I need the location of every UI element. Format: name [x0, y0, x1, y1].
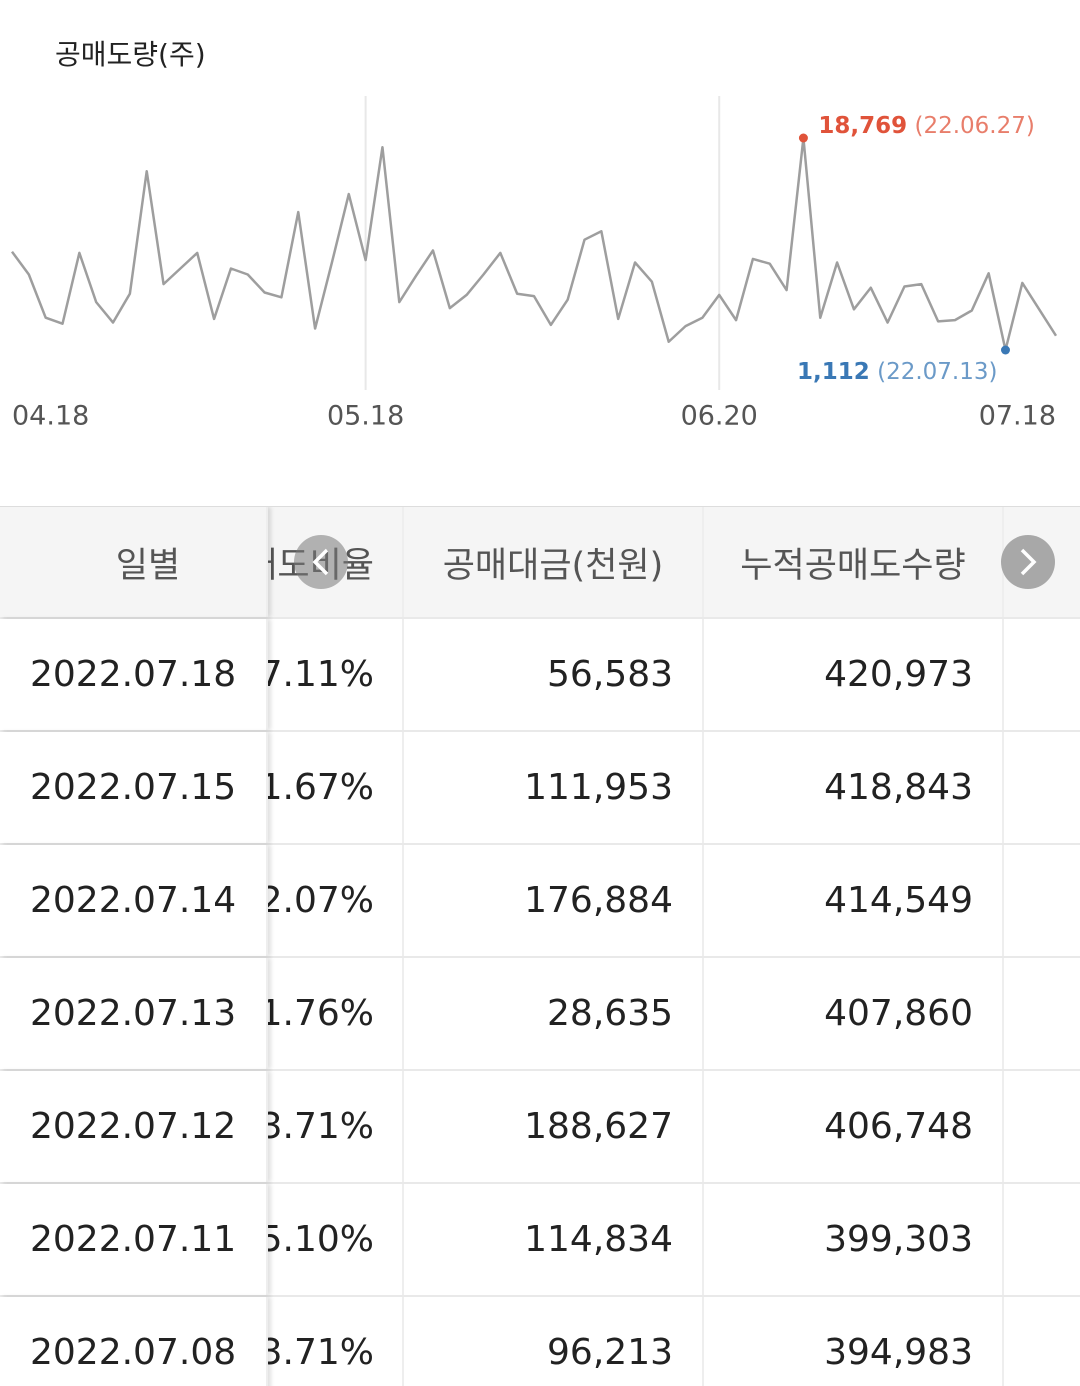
scroll-right-button[interactable]: [1001, 535, 1055, 589]
chart: 공매도량(주) 04.18 05.18 06.20 07.18 18,769 (22.0…: [10, 38, 1058, 432]
table-cell-empty: [1004, 958, 1080, 1069]
table-cell: 407,860: [704, 958, 1004, 1069]
table-cell-empty: [1004, 845, 1080, 956]
table-cell: 3.71%: [268, 1071, 404, 1182]
table-cell: 114,834: [404, 1184, 704, 1295]
table-cell: 420,973: [704, 619, 1004, 730]
header-cell: 일별: [0, 507, 268, 617]
table-cell: 406,748: [704, 1071, 1004, 1182]
annotation-value: 18,769: [818, 113, 907, 139]
table-row: 2022.07.13 1.76% 28,635 407,860: [0, 958, 1080, 1071]
table-cell: 1.67%: [268, 732, 404, 843]
table-cell: 2022.07.18: [0, 619, 268, 730]
x-tick-label: 06.20: [681, 401, 758, 432]
table-cell: 96,213: [404, 1297, 704, 1386]
table: 일별공매도비율공매대금(천원)누적공매도수량2022.07.187.11%56,…: [0, 506, 1080, 1386]
table-cell: 28,635: [404, 958, 704, 1069]
table-cell: 5.10%: [268, 1184, 404, 1295]
table-row: 2022.07.14 2.07% 176,884 414,549: [0, 845, 1080, 958]
x-tick-label: 07.18: [979, 401, 1056, 432]
table-cell: 399,303: [704, 1184, 1004, 1295]
annotation-dot: [1000, 345, 1010, 355]
annotation: 1,112 (22.07.13): [797, 359, 997, 385]
line: [10, 136, 1058, 352]
annotation-date: (22.07.13): [877, 359, 997, 385]
table-cell: 1.76%: [268, 958, 404, 1069]
scroll-left-button[interactable]: [294, 535, 348, 589]
table-cell: 56,583: [404, 619, 704, 730]
annotation: 18,769 (22.06.27): [818, 113, 1034, 139]
table-cell-empty: [1004, 732, 1080, 843]
table-cell: 2022.07.12: [0, 1071, 268, 1182]
table-cell-empty: [1004, 1184, 1080, 1295]
table-row: 2022.07.12 3.71% 188,627 406,748: [0, 1071, 1080, 1184]
header-cell: 공매대금(천원): [404, 507, 704, 617]
table-row: 2022.07.11 5.10% 114,834 399,303: [0, 1184, 1080, 1297]
table-cell-empty: [1004, 1071, 1080, 1182]
table-row: 2022.07.08 3.71% 96,213 394,983: [0, 1297, 1080, 1386]
table-cell: 414,549: [704, 845, 1004, 956]
table-cell: 188,627: [404, 1071, 704, 1182]
chart-title: 공매도량(주): [55, 38, 206, 71]
annotation-dot: [798, 133, 808, 143]
table-nav: [294, 535, 1055, 589]
x-tick-label: 05.18: [327, 401, 404, 432]
table-cell-empty: [1004, 1297, 1080, 1386]
table-cell: 176,884: [404, 845, 704, 956]
table-cell-empty: [1004, 619, 1080, 730]
header-cell: 누적공매도수량: [704, 507, 1004, 617]
table-cell: 2022.07.11: [0, 1184, 268, 1295]
table-row: 2022.07.15 1.67% 111,953 418,843: [0, 732, 1080, 845]
header-row: 일별공매도비율공매대금(천원)누적공매도수량: [0, 507, 1080, 619]
table-cell: 3.71%: [268, 1297, 404, 1386]
annotation-value: 1,112: [797, 359, 870, 385]
table-cell: 2022.07.14: [0, 845, 268, 956]
table-cell: 418,843: [704, 732, 1004, 843]
annotation-date: (22.06.27): [914, 113, 1034, 139]
table-cell: 394,983: [704, 1297, 1004, 1386]
table-cell: 2022.07.13: [0, 958, 268, 1069]
table-row: 2022.07.18 7.11% 56,583 420,973: [0, 619, 1080, 732]
table-cell: 7.11%: [268, 619, 404, 730]
table-cell: 2022.07.15: [0, 732, 268, 843]
table-cell: 2.07%: [268, 845, 404, 956]
table-cell: 2022.07.08: [0, 1297, 268, 1386]
x-tick-label: 04.18: [12, 401, 89, 432]
table-cell: 111,953: [404, 732, 704, 843]
